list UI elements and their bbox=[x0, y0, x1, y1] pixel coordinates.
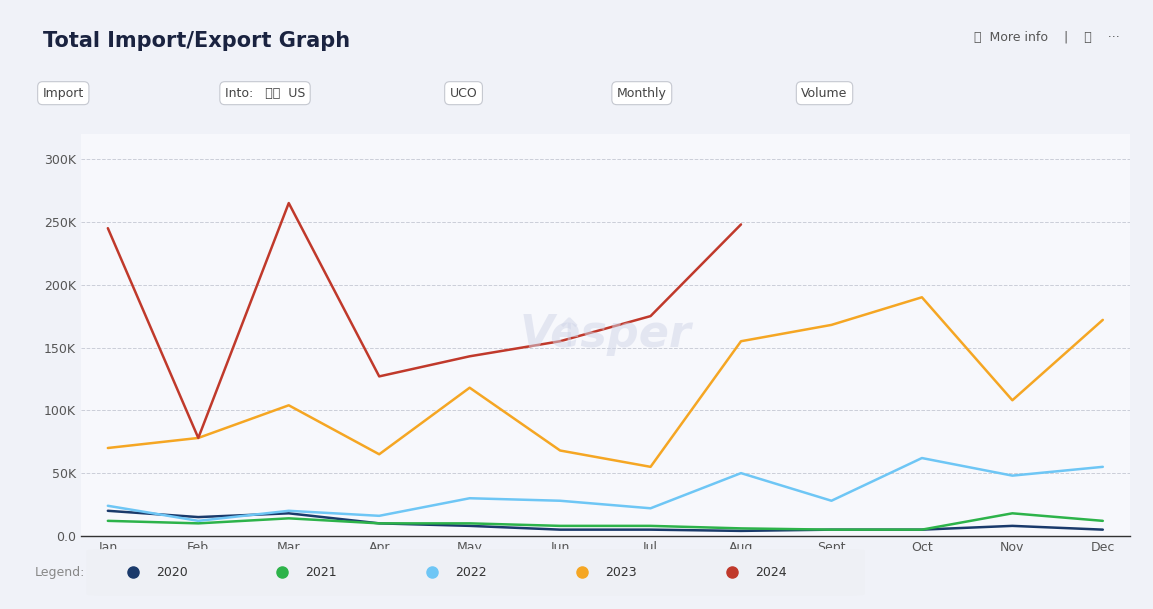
FancyBboxPatch shape bbox=[386, 549, 565, 596]
Text: Volume: Volume bbox=[801, 86, 847, 100]
Text: 2024: 2024 bbox=[755, 566, 786, 579]
FancyBboxPatch shape bbox=[86, 549, 265, 596]
Text: Legend:: Legend: bbox=[35, 566, 85, 579]
FancyBboxPatch shape bbox=[236, 549, 415, 596]
Text: ⓘ  More info    |    🖼    ···: ⓘ More info | 🖼 ··· bbox=[974, 30, 1120, 44]
Text: 2022: 2022 bbox=[455, 566, 487, 579]
Text: Monthly: Monthly bbox=[617, 86, 666, 100]
Text: 2020: 2020 bbox=[156, 566, 188, 579]
FancyBboxPatch shape bbox=[536, 549, 715, 596]
Text: 2023: 2023 bbox=[605, 566, 636, 579]
Text: Import: Import bbox=[43, 86, 84, 100]
Text: 2021: 2021 bbox=[306, 566, 337, 579]
Text: Total Import/Export Graph: Total Import/Export Graph bbox=[43, 30, 349, 51]
Text: Vesper: Vesper bbox=[519, 314, 692, 356]
Text: UCO: UCO bbox=[450, 86, 477, 100]
Text: Into:   🇺🇸  US: Into: 🇺🇸 US bbox=[225, 86, 306, 100]
Text: ↑: ↑ bbox=[552, 316, 585, 354]
FancyBboxPatch shape bbox=[686, 549, 865, 596]
